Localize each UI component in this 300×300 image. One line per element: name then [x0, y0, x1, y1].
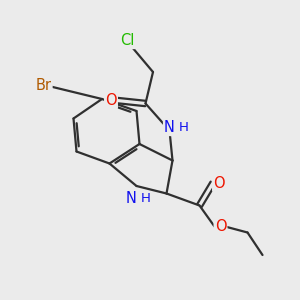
Text: H: H	[179, 121, 189, 134]
Text: O: O	[213, 176, 225, 190]
Text: Cl: Cl	[120, 33, 135, 48]
Text: O: O	[105, 93, 117, 108]
Text: N: N	[126, 191, 136, 206]
Text: N: N	[164, 120, 175, 135]
Text: O: O	[215, 219, 226, 234]
Text: H: H	[141, 192, 151, 205]
Text: Br: Br	[35, 78, 52, 93]
